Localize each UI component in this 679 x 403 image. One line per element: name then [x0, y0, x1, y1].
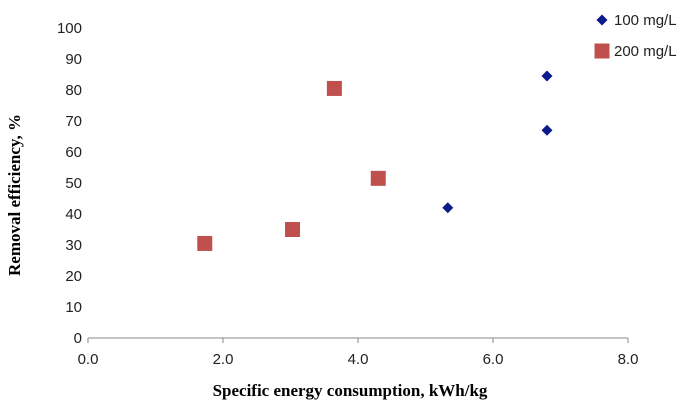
data-point-square [370, 170, 386, 186]
y-tick-label: 50 [65, 175, 82, 192]
data-point-diamond [442, 202, 454, 214]
data-points [197, 70, 553, 251]
data-point-square [326, 80, 342, 96]
y-axis-title: Removal efficiency, % [5, 114, 24, 276]
x-tick-label: 6.0 [483, 351, 504, 368]
x-axis-ticks: 0.0 2.0 4.0 6.0 8.0 [78, 338, 639, 368]
legend-marker-square [594, 43, 610, 59]
y-tick-label: 100 [57, 20, 82, 37]
y-axis-ticks: 0 10 20 30 40 50 60 70 80 90 100 [57, 20, 82, 347]
y-tick-label: 60 [65, 144, 82, 161]
y-tick-label: 70 [65, 113, 82, 130]
data-point-square [285, 222, 301, 237]
y-tick-label: 40 [65, 206, 82, 223]
y-tick-label: 0 [74, 330, 82, 347]
y-tick-label: 10 [65, 299, 82, 316]
y-tick-label: 80 [65, 82, 82, 99]
x-tick-label: 2.0 [213, 351, 234, 368]
data-point-diamond [541, 124, 553, 136]
x-tick-label: 0.0 [78, 351, 99, 368]
y-tick-label: 20 [65, 268, 82, 285]
legend-label: 100 mg/L [614, 12, 677, 29]
x-axis-title: Specific energy consumption, kWh/kg [213, 381, 488, 400]
y-tick-label: 30 [65, 237, 82, 254]
data-point-diamond [541, 70, 553, 82]
legend-marker-diamond [596, 14, 608, 26]
y-tick-label: 90 [65, 51, 82, 68]
data-point-square [197, 235, 213, 251]
legend: 100 mg/L 200 mg/L [594, 12, 677, 60]
legend-label: 200 mg/L [614, 43, 677, 60]
x-tick-label: 4.0 [348, 351, 369, 368]
x-tick-label: 8.0 [618, 351, 639, 368]
